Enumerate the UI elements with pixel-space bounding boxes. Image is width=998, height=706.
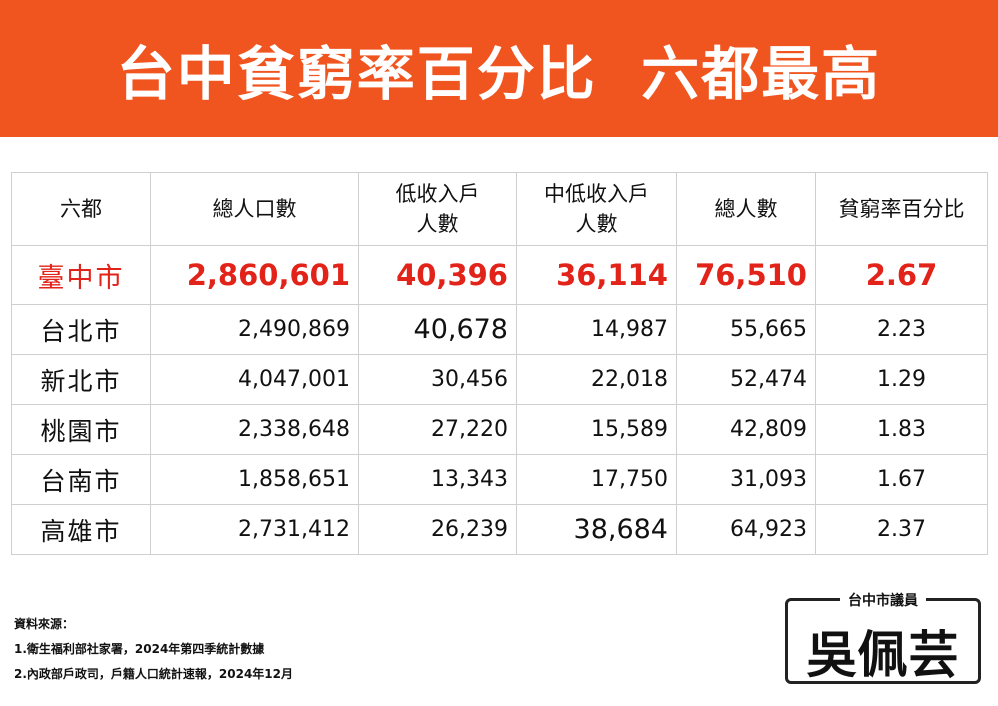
total-cell: 42,809	[676, 404, 816, 455]
table-row-taipei: 台北市 2,490,869 40,678 14,987 55,665 2.23	[11, 304, 988, 355]
mid-low-income-cell: 22,018	[516, 354, 677, 405]
header-poverty-rate: 貧窮率百分比	[815, 172, 988, 246]
rate-cell: 1.67	[815, 454, 988, 505]
table-header-row: 六都 總人口數 低收入戶 人數 中低收入戶 人數 總人數 貧窮率百分比	[11, 172, 988, 246]
source-label: 資料來源：	[14, 617, 75, 631]
rate-cell: 2.37	[815, 504, 988, 555]
table-row-new-taipei: 新北市 4,047,001 30,456 22,018 52,474 1.29	[11, 354, 988, 405]
city-name: 台南市	[11, 454, 151, 505]
page-title: 台中貧窮率百分比 六都最高	[116, 39, 882, 108]
city-name: 新北市	[11, 354, 151, 405]
total-cell: 64,923	[676, 504, 816, 555]
badge-title: 台中市議員	[840, 590, 926, 610]
source-item: 2.內政部戶政司，戶籍人口統計速報，2024年12月	[14, 667, 294, 681]
mid-low-income-cell: 17,750	[516, 454, 677, 505]
mid-low-income-cell: 38,684	[516, 504, 677, 555]
low-income-cell: 40,678	[358, 304, 517, 355]
total-cell: 55,665	[676, 304, 816, 355]
population-cell: 1,858,651	[150, 454, 359, 505]
population-cell: 2,338,648	[150, 404, 359, 455]
source-notes: 資料來源： 1.衛生福利部社家署，2024年第四季統計數據 2.內政部戶政司，戶…	[14, 612, 293, 687]
mid-low-income-cell: 15,589	[516, 404, 677, 455]
population-cell: 2,731,412	[150, 504, 359, 555]
header-total: 總人數	[676, 172, 816, 246]
title-banner: 台中貧窮率百分比 六都最高	[0, 0, 998, 137]
table-row-taichung: 臺中市 2,860,601 40,396 36,114 76,510 2.67	[11, 245, 988, 305]
total-cell: 52,474	[676, 354, 816, 405]
table-row-kaohsiung: 高雄市 2,731,412 26,239 38,684 64,923 2.37	[11, 504, 988, 555]
low-income-cell: 13,343	[358, 454, 517, 505]
city-name: 臺中市	[11, 245, 151, 305]
low-income-cell: 26,239	[358, 504, 517, 555]
population-cell: 2,490,869	[150, 304, 359, 355]
mid-low-income-cell: 36,114	[516, 245, 677, 305]
total-cell: 76,510	[676, 245, 816, 305]
total-cell: 31,093	[676, 454, 816, 505]
population-cell: 2,860,601	[150, 245, 359, 305]
rate-cell: 1.29	[815, 354, 988, 405]
rate-cell: 2.23	[815, 304, 988, 355]
low-income-cell: 27,220	[358, 404, 517, 455]
rate-cell: 2.67	[815, 245, 988, 305]
badge-name: 吳佩芸	[806, 626, 960, 684]
low-income-cell: 30,456	[358, 354, 517, 405]
rate-cell: 1.83	[815, 404, 988, 455]
councilor-badge: 台中市議員 吳佩芸	[785, 590, 981, 684]
population-cell: 4,047,001	[150, 354, 359, 405]
city-name: 台北市	[11, 304, 151, 355]
header-low-income: 低收入戶 人數	[358, 172, 517, 246]
poverty-table: 六都 總人口數 低收入戶 人數 中低收入戶 人數 總人數 貧窮率百分比 臺中市 …	[11, 172, 988, 555]
table-row-taoyuan: 桃園市 2,338,648 27,220 15,589 42,809 1.83	[11, 404, 988, 455]
mid-low-income-cell: 14,987	[516, 304, 677, 355]
header-mid-low-income: 中低收入戶 人數	[516, 172, 677, 246]
source-item: 1.衛生福利部社家署，2024年第四季統計數據	[14, 642, 265, 656]
header-population: 總人口數	[150, 172, 359, 246]
city-name: 高雄市	[11, 504, 151, 555]
low-income-cell: 40,396	[358, 245, 517, 305]
table-row-tainan: 台南市 1,858,651 13,343 17,750 31,093 1.67	[11, 454, 988, 505]
header-cities: 六都	[11, 172, 151, 246]
city-name: 桃園市	[11, 404, 151, 455]
